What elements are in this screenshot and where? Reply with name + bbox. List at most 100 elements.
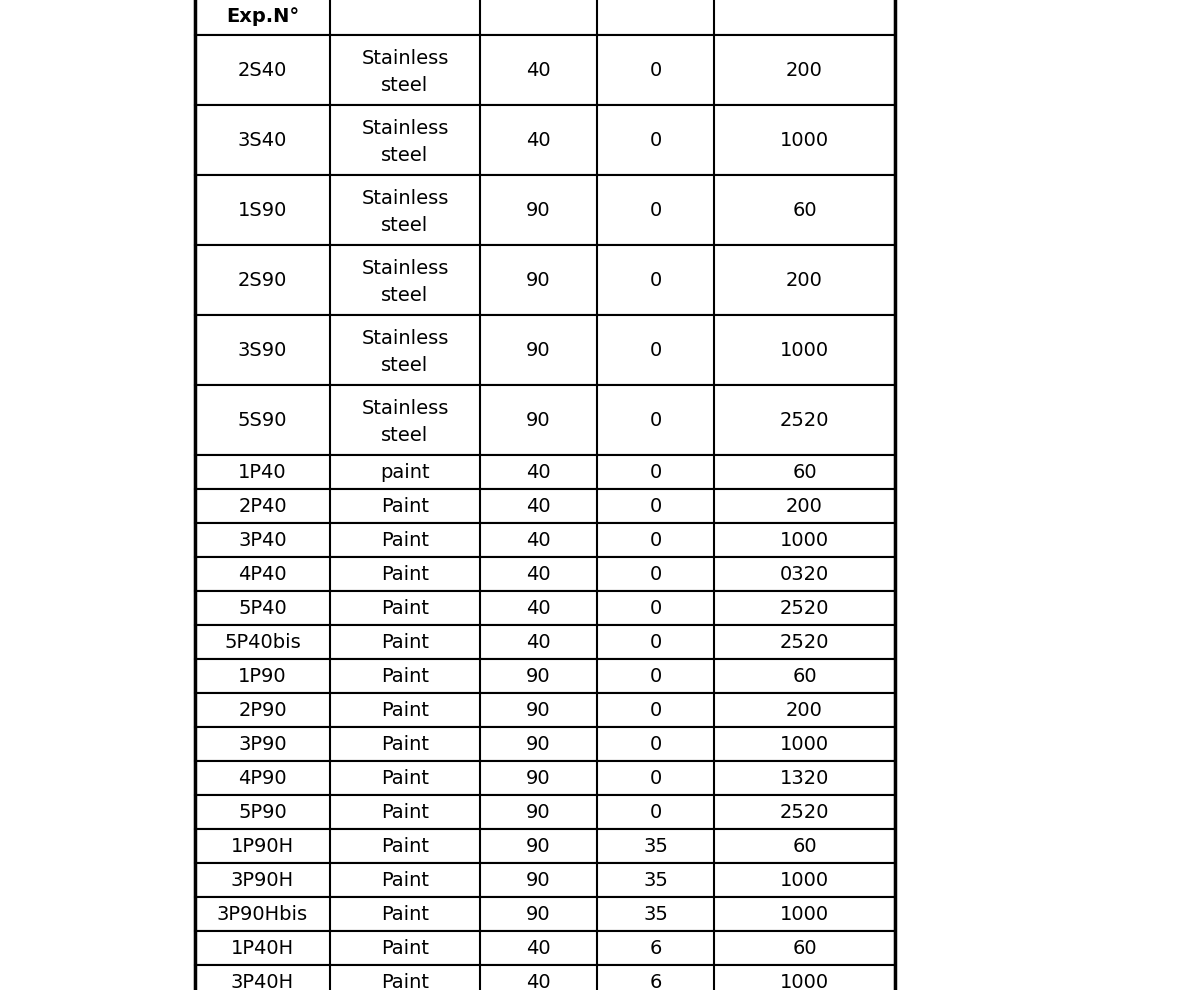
Text: 200: 200 xyxy=(787,497,823,516)
Text: 0: 0 xyxy=(650,497,662,516)
Text: 3P90H: 3P90H xyxy=(231,870,294,889)
Bar xyxy=(195,489,895,523)
Text: 90: 90 xyxy=(526,837,551,855)
Text: 0: 0 xyxy=(650,599,662,618)
Text: 90: 90 xyxy=(526,803,551,822)
Text: Paint: Paint xyxy=(381,735,430,753)
Text: Paint: Paint xyxy=(381,939,430,957)
Text: 40: 40 xyxy=(526,531,551,549)
Text: 0: 0 xyxy=(650,341,662,359)
Text: 0: 0 xyxy=(650,768,662,787)
Text: Stainless: Stainless xyxy=(362,399,449,418)
Text: 6: 6 xyxy=(650,939,662,957)
Text: 0: 0 xyxy=(650,564,662,583)
Text: 200: 200 xyxy=(787,60,823,79)
Text: Paint: Paint xyxy=(381,870,430,889)
Text: Stainless: Stainless xyxy=(362,49,449,67)
Text: 2P90: 2P90 xyxy=(238,701,287,720)
Bar xyxy=(195,863,895,897)
Text: Exp.N°: Exp.N° xyxy=(226,7,299,26)
Text: paint: paint xyxy=(380,462,430,481)
Text: 5S90: 5S90 xyxy=(238,411,287,430)
Bar xyxy=(195,591,895,625)
Bar xyxy=(195,315,895,385)
Text: 1000: 1000 xyxy=(779,870,829,889)
Text: 6: 6 xyxy=(650,972,662,990)
Text: 40: 40 xyxy=(526,497,551,516)
Text: 40: 40 xyxy=(526,972,551,990)
Text: 0: 0 xyxy=(650,60,662,79)
Bar xyxy=(195,693,895,727)
Bar xyxy=(195,727,895,761)
Text: 60: 60 xyxy=(793,201,816,220)
Text: Paint: Paint xyxy=(381,803,430,822)
Text: 40: 40 xyxy=(526,939,551,957)
Text: 1P90H: 1P90H xyxy=(231,837,294,855)
Text: 3P90Hbis: 3P90Hbis xyxy=(217,905,308,924)
Bar xyxy=(195,35,895,105)
Text: 2S90: 2S90 xyxy=(238,270,287,289)
Text: 5P90: 5P90 xyxy=(238,803,287,822)
Text: Paint: Paint xyxy=(381,837,430,855)
Text: 60: 60 xyxy=(793,939,816,957)
Text: Paint: Paint xyxy=(381,599,430,618)
Text: 1000: 1000 xyxy=(779,972,829,990)
Text: 1000: 1000 xyxy=(779,905,829,924)
Text: 0: 0 xyxy=(650,803,662,822)
Bar xyxy=(195,557,895,591)
Text: 0: 0 xyxy=(650,735,662,753)
Text: steel: steel xyxy=(381,426,428,445)
Text: 1P40H: 1P40H xyxy=(231,939,294,957)
Text: 3S90: 3S90 xyxy=(238,341,287,359)
Text: 90: 90 xyxy=(526,201,551,220)
Bar xyxy=(195,105,895,175)
Text: 0: 0 xyxy=(650,411,662,430)
Text: 1S90: 1S90 xyxy=(238,201,287,220)
Bar xyxy=(195,0,895,990)
Text: 35: 35 xyxy=(643,837,668,855)
Text: 5P40: 5P40 xyxy=(238,599,287,618)
Text: 40: 40 xyxy=(526,633,551,651)
Text: Stainless: Stainless xyxy=(362,189,449,208)
Text: 4P40: 4P40 xyxy=(238,564,287,583)
Text: 40: 40 xyxy=(526,60,551,79)
Bar xyxy=(195,761,895,795)
Bar xyxy=(195,523,895,557)
Text: 2520: 2520 xyxy=(779,599,829,618)
Bar xyxy=(195,245,895,315)
Text: Paint: Paint xyxy=(381,531,430,549)
Bar xyxy=(195,897,895,931)
Bar xyxy=(195,625,895,659)
Text: 90: 90 xyxy=(526,666,551,685)
Text: 40: 40 xyxy=(526,131,551,149)
Text: 0: 0 xyxy=(650,701,662,720)
Text: 2520: 2520 xyxy=(779,803,829,822)
Text: 3P40: 3P40 xyxy=(238,531,287,549)
Text: Paint: Paint xyxy=(381,497,430,516)
Text: steel: steel xyxy=(381,76,428,95)
Text: 40: 40 xyxy=(526,462,551,481)
Text: 40: 40 xyxy=(526,599,551,618)
Text: steel: steel xyxy=(381,286,428,305)
Text: 1000: 1000 xyxy=(779,341,829,359)
Text: 0: 0 xyxy=(650,633,662,651)
Text: Paint: Paint xyxy=(381,633,430,651)
Text: 35: 35 xyxy=(643,905,668,924)
Text: steel: steel xyxy=(381,146,428,165)
Text: 90: 90 xyxy=(526,735,551,753)
Text: 1000: 1000 xyxy=(779,735,829,753)
Text: 200: 200 xyxy=(787,270,823,289)
Text: 2520: 2520 xyxy=(779,411,829,430)
Bar xyxy=(195,455,895,489)
Text: Paint: Paint xyxy=(381,666,430,685)
Text: 0320: 0320 xyxy=(779,564,829,583)
Text: 2P40: 2P40 xyxy=(238,497,287,516)
Bar xyxy=(195,385,895,455)
Bar xyxy=(195,0,895,35)
Text: 3P90: 3P90 xyxy=(238,735,287,753)
Text: 60: 60 xyxy=(793,462,816,481)
Text: steel: steel xyxy=(381,355,428,375)
Text: 90: 90 xyxy=(526,341,551,359)
Text: 2S40: 2S40 xyxy=(238,60,287,79)
Bar xyxy=(195,965,895,990)
